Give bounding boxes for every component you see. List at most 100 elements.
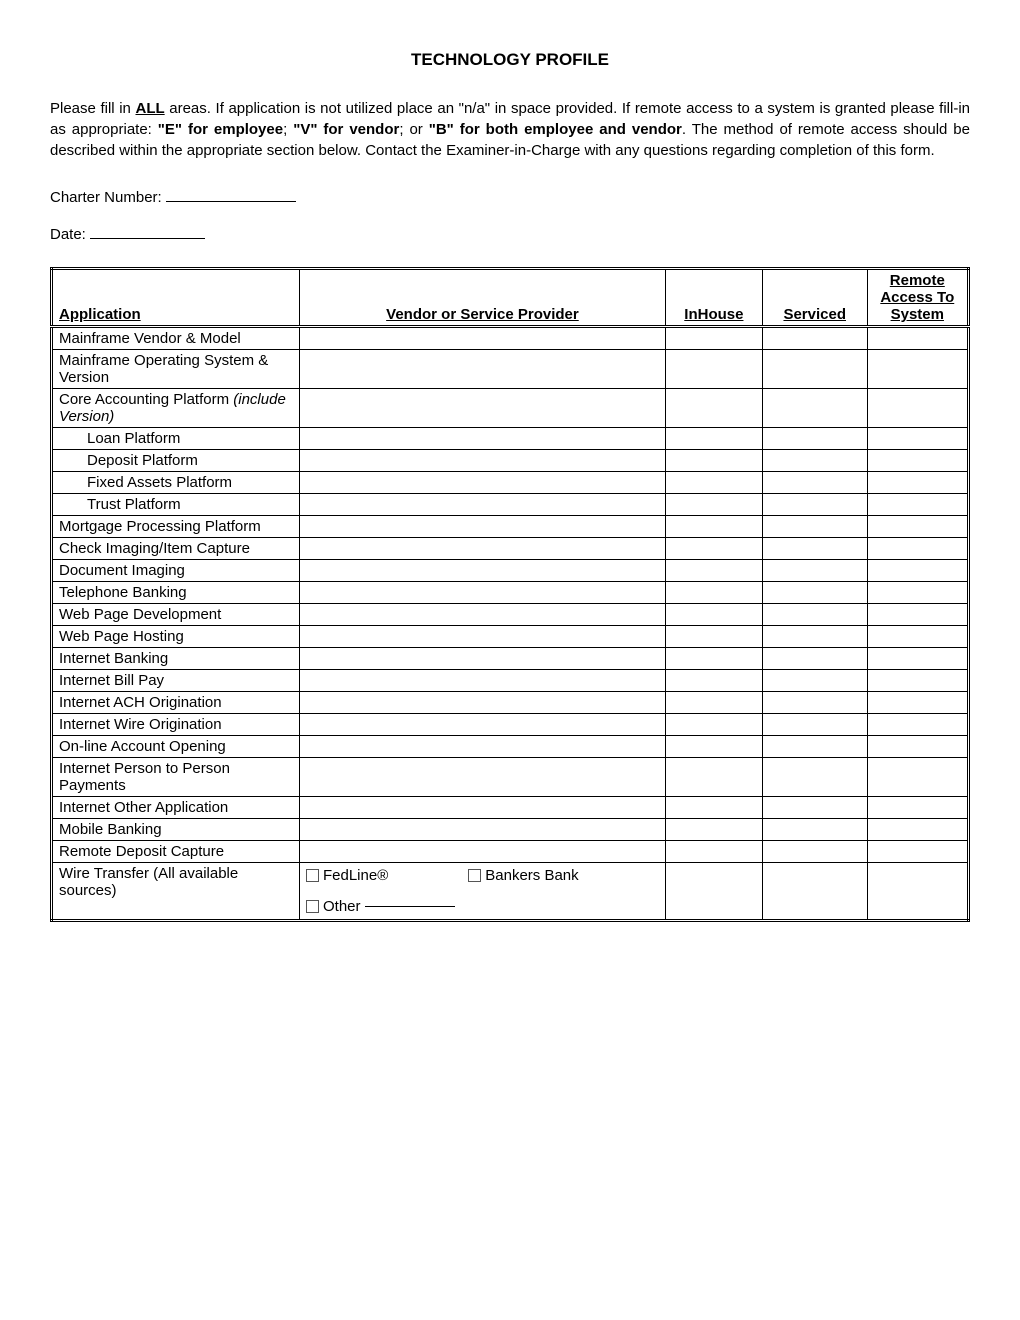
serviced-cell[interactable]	[762, 428, 867, 450]
inhouse-cell[interactable]	[665, 389, 762, 428]
inhouse-cell[interactable]	[665, 538, 762, 560]
inhouse-cell[interactable]	[665, 516, 762, 538]
checkbox-other[interactable]: Other	[306, 898, 455, 915]
inhouse-cell[interactable]	[665, 797, 762, 819]
date-input-blank[interactable]	[90, 224, 205, 239]
remote-cell[interactable]	[867, 350, 968, 389]
serviced-cell[interactable]	[762, 714, 867, 736]
inhouse-cell[interactable]	[665, 670, 762, 692]
remote-cell[interactable]	[867, 428, 968, 450]
vendor-cell[interactable]	[299, 714, 665, 736]
inhouse-cell[interactable]	[665, 841, 762, 863]
remote-cell[interactable]	[867, 648, 968, 670]
remote-cell[interactable]	[867, 538, 968, 560]
serviced-cell[interactable]	[762, 758, 867, 797]
remote-cell[interactable]	[867, 560, 968, 582]
remote-cell[interactable]	[867, 494, 968, 516]
remote-cell[interactable]	[867, 758, 968, 797]
app-cell: Telephone Banking	[52, 582, 300, 604]
inhouse-cell[interactable]	[665, 582, 762, 604]
serviced-cell[interactable]	[762, 516, 867, 538]
remote-cell[interactable]	[867, 841, 968, 863]
inhouse-cell[interactable]	[665, 350, 762, 389]
inhouse-cell[interactable]	[665, 819, 762, 841]
other-input-blank[interactable]	[365, 906, 455, 907]
vendor-cell[interactable]	[299, 472, 665, 494]
inhouse-cell[interactable]	[665, 863, 762, 921]
remote-cell[interactable]	[867, 389, 968, 428]
serviced-cell[interactable]	[762, 350, 867, 389]
vendor-cell[interactable]	[299, 582, 665, 604]
remote-cell[interactable]	[867, 819, 968, 841]
remote-cell[interactable]	[867, 670, 968, 692]
inhouse-cell[interactable]	[665, 692, 762, 714]
inhouse-cell[interactable]	[665, 472, 762, 494]
vendor-cell[interactable]	[299, 389, 665, 428]
serviced-cell[interactable]	[762, 494, 867, 516]
vendor-cell: FedLine® Bankers Bank Other	[299, 863, 665, 921]
remote-cell[interactable]	[867, 863, 968, 921]
remote-cell[interactable]	[867, 626, 968, 648]
serviced-cell[interactable]	[762, 327, 867, 350]
vendor-cell[interactable]	[299, 494, 665, 516]
inhouse-cell[interactable]	[665, 736, 762, 758]
vendor-cell[interactable]	[299, 604, 665, 626]
serviced-cell[interactable]	[762, 472, 867, 494]
inhouse-cell[interactable]	[665, 327, 762, 350]
serviced-cell[interactable]	[762, 582, 867, 604]
app-cell: Core Accounting Platform (include Versio…	[52, 389, 300, 428]
remote-cell[interactable]	[867, 450, 968, 472]
vendor-cell[interactable]	[299, 560, 665, 582]
checkbox-bankers-bank[interactable]: Bankers Bank	[468, 867, 578, 884]
vendor-cell[interactable]	[299, 516, 665, 538]
vendor-cell[interactable]	[299, 350, 665, 389]
serviced-cell[interactable]	[762, 648, 867, 670]
serviced-cell[interactable]	[762, 736, 867, 758]
vendor-cell[interactable]	[299, 841, 665, 863]
serviced-cell[interactable]	[762, 604, 867, 626]
serviced-cell[interactable]	[762, 797, 867, 819]
inhouse-cell[interactable]	[665, 626, 762, 648]
remote-cell[interactable]	[867, 714, 968, 736]
inhouse-cell[interactable]	[665, 714, 762, 736]
serviced-cell[interactable]	[762, 560, 867, 582]
vendor-cell[interactable]	[299, 450, 665, 472]
inhouse-cell[interactable]	[665, 604, 762, 626]
serviced-cell[interactable]	[762, 626, 867, 648]
vendor-cell[interactable]	[299, 692, 665, 714]
serviced-cell[interactable]	[762, 819, 867, 841]
vendor-cell[interactable]	[299, 797, 665, 819]
inhouse-cell[interactable]	[665, 758, 762, 797]
inhouse-cell[interactable]	[665, 560, 762, 582]
remote-cell[interactable]	[867, 604, 968, 626]
vendor-cell[interactable]	[299, 670, 665, 692]
serviced-cell[interactable]	[762, 450, 867, 472]
vendor-cell[interactable]	[299, 648, 665, 670]
serviced-cell[interactable]	[762, 670, 867, 692]
remote-cell[interactable]	[867, 327, 968, 350]
serviced-cell[interactable]	[762, 692, 867, 714]
remote-cell[interactable]	[867, 736, 968, 758]
inhouse-cell[interactable]	[665, 494, 762, 516]
serviced-cell[interactable]	[762, 863, 867, 921]
serviced-cell[interactable]	[762, 389, 867, 428]
vendor-cell[interactable]	[299, 327, 665, 350]
serviced-cell[interactable]	[762, 538, 867, 560]
vendor-cell[interactable]	[299, 538, 665, 560]
inhouse-cell[interactable]	[665, 648, 762, 670]
vendor-cell[interactable]	[299, 428, 665, 450]
inhouse-cell[interactable]	[665, 428, 762, 450]
serviced-cell[interactable]	[762, 841, 867, 863]
remote-cell[interactable]	[867, 582, 968, 604]
remote-cell[interactable]	[867, 692, 968, 714]
checkbox-fedline[interactable]: FedLine®	[306, 867, 388, 884]
remote-cell[interactable]	[867, 797, 968, 819]
inhouse-cell[interactable]	[665, 450, 762, 472]
vendor-cell[interactable]	[299, 626, 665, 648]
remote-cell[interactable]	[867, 472, 968, 494]
vendor-cell[interactable]	[299, 819, 665, 841]
vendor-cell[interactable]	[299, 736, 665, 758]
vendor-cell[interactable]	[299, 758, 665, 797]
charter-input-blank[interactable]	[166, 187, 296, 202]
remote-cell[interactable]	[867, 516, 968, 538]
